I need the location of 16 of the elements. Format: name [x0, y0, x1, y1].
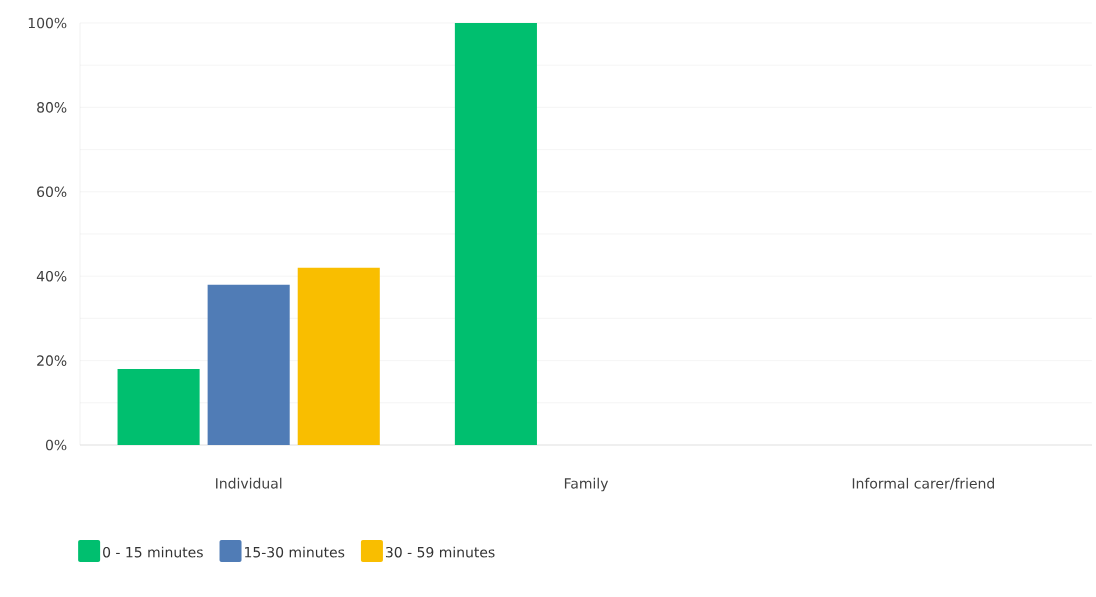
bar: [117, 369, 200, 445]
bar: [297, 267, 380, 445]
y-tick-label: 60%: [37, 186, 67, 198]
bar: [454, 22, 537, 445]
legend-label: 30 - 59 minutes: [385, 546, 495, 558]
y-tick-label: 0%: [45, 439, 67, 451]
y-tick-label: 100%: [28, 17, 67, 29]
x-tick-label: Individual: [216, 477, 282, 489]
x-tick-label: Informal carer/friend: [852, 477, 994, 490]
legend-label: 0 - 15 minutes: [103, 546, 203, 558]
y-tick-label: 20%: [37, 355, 67, 366]
y-tick-label: 80%: [37, 102, 67, 113]
legend-label: 15-30 minutes: [245, 546, 345, 558]
y-tick-label: 40%: [36, 270, 67, 282]
bar: [207, 284, 290, 445]
x-tick-label: Family: [564, 477, 609, 492]
